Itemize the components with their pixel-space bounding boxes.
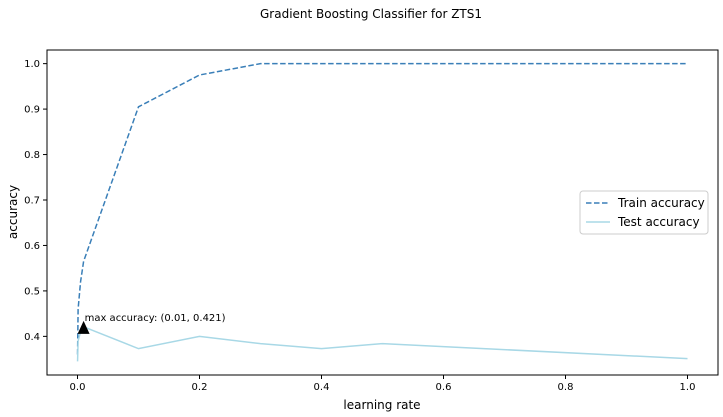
x-axis-label: learning rate — [343, 398, 420, 412]
y-axis-label: accuracy — [6, 185, 20, 239]
y-tick-label: 0.8 — [24, 150, 40, 161]
x-tick-label: 0.8 — [558, 382, 574, 393]
y-tick-label: 0.9 — [24, 105, 40, 116]
max-accuracy-marker — [77, 320, 90, 334]
chart-title: Gradient Boosting Classifier for ZTS1 — [260, 7, 482, 21]
x-tick-label: 0.0 — [70, 382, 86, 393]
legend-frame — [579, 190, 709, 235]
legend: Train accuracy Test accuracy — [579, 190, 709, 235]
y-tick-label: 0.4 — [24, 332, 40, 343]
legend-label-test: Test accuracy — [617, 215, 700, 229]
annotation: max accuracy: (0.01, 0.421) — [77, 313, 226, 334]
y-tick-label: 0.5 — [24, 286, 40, 297]
x-tick-label: 0.6 — [436, 382, 452, 393]
max-accuracy-label: max accuracy: (0.01, 0.421) — [85, 313, 226, 324]
plot-frame — [46, 49, 719, 376]
x-tick-label: 1.0 — [680, 382, 696, 393]
x-tick-label: 0.4 — [314, 382, 330, 393]
y-axis: 0.4 0.5 0.6 0.7 0.8 0.9 1.0 — [24, 59, 47, 343]
y-tick-label: 1.0 — [24, 59, 40, 70]
x-tick-label: 0.2 — [192, 382, 208, 393]
y-tick-label: 0.6 — [24, 241, 40, 252]
y-tick-label: 0.7 — [24, 196, 40, 207]
train-accuracy-line — [76, 62, 688, 355]
legend-label-train: Train accuracy — [617, 196, 705, 210]
test-accuracy-line — [76, 325, 688, 362]
x-axis: 0.0 0.2 0.4 0.6 0.8 1.0 — [70, 375, 696, 393]
series-layer — [76, 62, 688, 362]
